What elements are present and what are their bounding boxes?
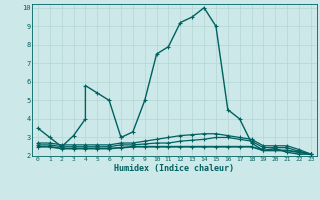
X-axis label: Humidex (Indice chaleur): Humidex (Indice chaleur) bbox=[115, 164, 234, 173]
